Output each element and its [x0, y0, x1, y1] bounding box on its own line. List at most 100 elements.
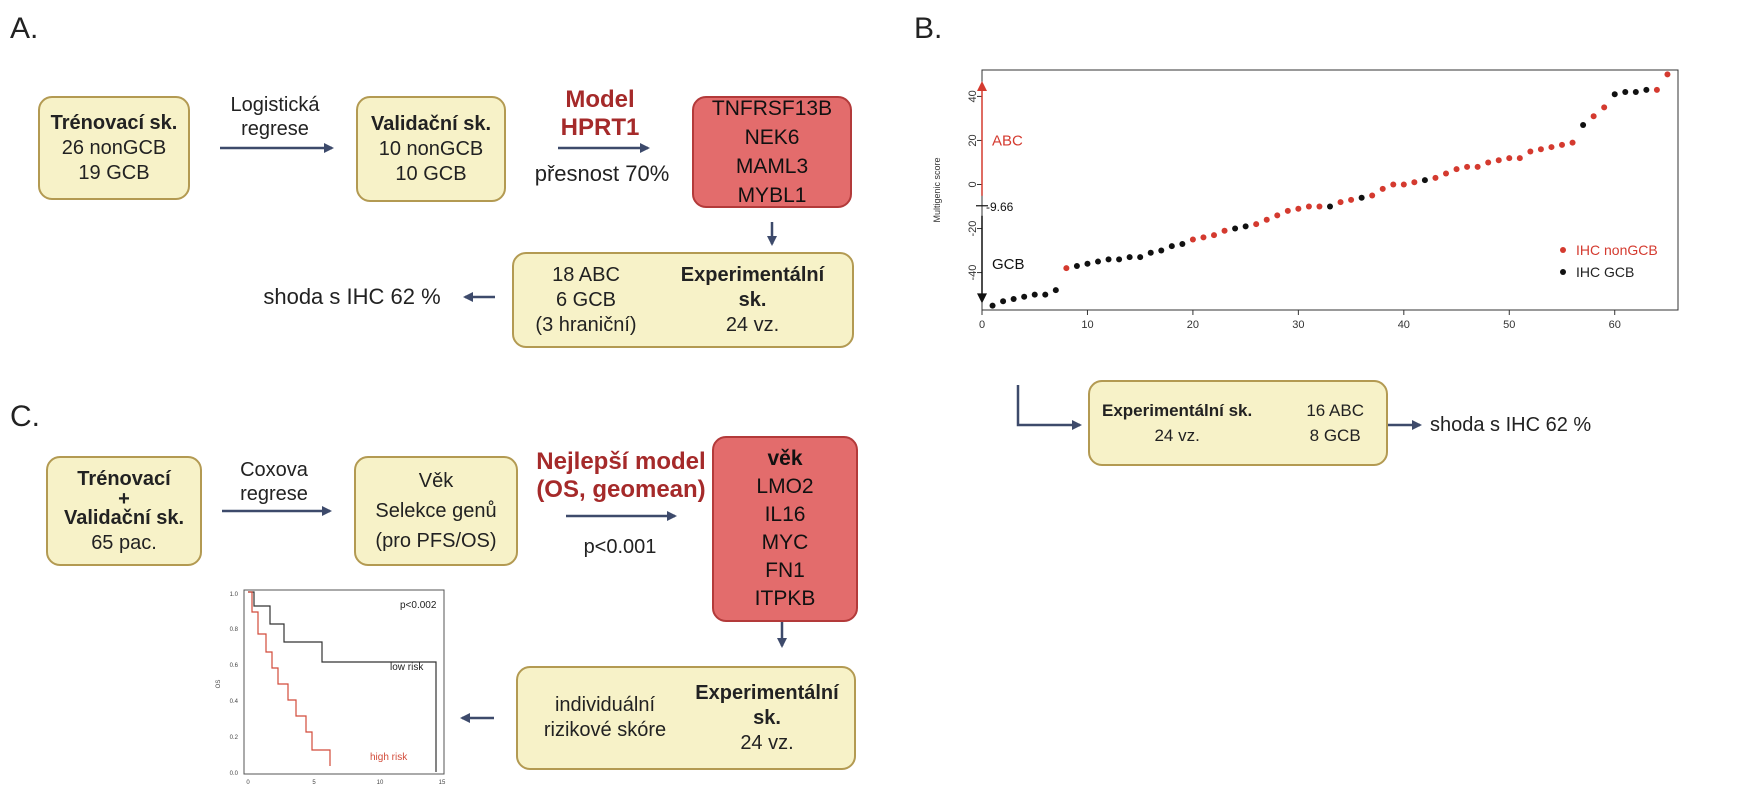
km-pvalue: p<0.002: [400, 600, 437, 611]
data-point: [1253, 221, 1260, 228]
experimental-set-count: 24 vz.: [725, 313, 780, 336]
variable-itpkb: ITPKB: [754, 587, 816, 610]
km-low-risk-curve: [248, 591, 437, 772]
c-selection-box: Věk Selekce genů (pro PFS/OS): [354, 456, 518, 566]
km-ytick: 0.6: [230, 663, 239, 669]
data-point: [1611, 91, 1618, 98]
data-point: [1337, 199, 1344, 206]
data-point: [1042, 291, 1049, 298]
b-experimental-count: 24 vz.: [1154, 426, 1200, 445]
km-xtick: 0: [246, 780, 250, 786]
data-point: [1189, 236, 1196, 243]
borderline-count: (3 hraniční): [535, 313, 637, 336]
data-point: [1369, 192, 1376, 199]
data-point: [1084, 260, 1091, 267]
gene-1: TNFRSF13B: [711, 97, 833, 120]
data-point: [1559, 141, 1565, 148]
validation-gcb-count: 10 GCB: [395, 162, 467, 185]
b-experimental-title: Experimentální sk.: [1102, 401, 1253, 420]
data-point: [1000, 298, 1007, 305]
data-point: [1443, 170, 1449, 177]
data-point: [1316, 203, 1323, 210]
data-point: [1421, 177, 1428, 184]
data-point: [1358, 194, 1365, 201]
data-point: [1464, 163, 1471, 170]
b-result-counts: 16 ABC 8 GCB: [1306, 398, 1364, 448]
data-point: [1622, 89, 1629, 96]
training-gcb-count: 19 GCB: [78, 161, 150, 184]
data-point: [1116, 256, 1123, 263]
km-high-risk-curve: [248, 591, 331, 766]
data-point: [1179, 240, 1186, 247]
variable-myc: MYC: [761, 531, 809, 554]
model-variables-box: věk LMO2 IL16 MYC FN1 ITPKB: [712, 436, 858, 622]
gcb-count: 6 GCB: [555, 288, 617, 311]
data-point: [1643, 86, 1650, 93]
data-point: [1105, 256, 1112, 263]
c-pfs-os: (pro PFS/OS): [375, 530, 497, 552]
x-tick-label: 50: [1503, 319, 1515, 331]
y-axis-label: Multigenic score: [932, 157, 942, 222]
km-xtick: 10: [377, 780, 384, 786]
c-patient-count: 65 pac.: [91, 531, 157, 554]
gcb-label: GCB: [992, 256, 1025, 273]
validation-set-box: Validační sk. 10 nonGCB 10 GCB: [356, 96, 506, 202]
y-tick-label: -20: [967, 221, 979, 237]
y-tick-label: 0: [967, 181, 979, 187]
data-point: [1137, 254, 1144, 261]
data-point: [1031, 291, 1038, 298]
km-ylabel: OS: [216, 680, 222, 689]
km-ytick: 0.0: [230, 771, 239, 777]
panel-c-label: C.: [10, 400, 40, 433]
best-model-title: Nejlepší model (OS, geomean): [536, 448, 706, 503]
data-point: [1601, 104, 1608, 111]
data-point: [1379, 185, 1386, 192]
data-point: [1263, 216, 1270, 223]
b-experimental-label: Experimentální sk. 24 vz.: [1102, 398, 1252, 448]
data-point: [1274, 212, 1281, 219]
km-high-risk-label: high risk: [370, 752, 408, 763]
x-tick-label: 10: [1081, 319, 1093, 331]
data-point: [1305, 203, 1312, 210]
experimental-set-label: Experimentální sk. 24 vz.: [665, 263, 840, 338]
data-point: [1232, 225, 1239, 232]
legend-marker: [1560, 269, 1566, 275]
c-gene-selection: Selekce genů: [375, 500, 497, 522]
variable-lmo2: LMO2: [756, 475, 814, 498]
data-point: [1632, 89, 1639, 96]
training-set-title: Trénovací sk.: [50, 111, 178, 134]
y-tick-label: -40: [967, 265, 979, 281]
abc-arrow-head: [977, 81, 987, 92]
c-training-validation-box: Trénovací + Validační sk. 65 pac.: [46, 456, 202, 566]
data-point: [1021, 293, 1028, 300]
legend-marker: [1560, 247, 1566, 253]
arrow-b1: [1016, 385, 1082, 430]
x-tick-label: 0: [979, 319, 985, 331]
data-point: [1432, 174, 1439, 181]
variable-age: věk: [767, 447, 803, 470]
gene-4: MYBL1: [737, 184, 807, 207]
data-point: [1073, 262, 1080, 269]
b-experimental-box: Experimentální sk. 24 vz. 16 ABC 8 GCB: [1088, 380, 1388, 466]
c-pvalue-label: p<0.001: [583, 536, 657, 558]
experimental-set-title: Experimentální sk.: [680, 263, 825, 311]
data-point: [1580, 122, 1587, 129]
km-ytick: 0.4: [230, 699, 239, 705]
data-point: [1221, 227, 1228, 234]
b-gcb-count: 8 GCB: [1309, 426, 1361, 445]
kaplan-meier-plot: 1.0 0.8 0.6 0.4 0.2 0.0 0 5 10 15 OS p<0…: [216, 589, 446, 786]
km-ytick: 0.8: [230, 627, 239, 633]
data-point: [1495, 157, 1502, 164]
data-point: [1010, 295, 1017, 302]
multigenic-score-scatter: 0 10 20 30 40 50 60 -40 -20 0 20 40 Multigenic score…: [932, 69, 1679, 331]
data-point: [1516, 155, 1523, 162]
data-point: [1126, 254, 1133, 261]
variable-il16: IL16: [764, 503, 806, 526]
ihc-agreement-a: shoda s IHC 62 %: [263, 284, 441, 309]
data-point: [1095, 258, 1101, 265]
data-point: [1527, 148, 1534, 155]
abc-label: ABC: [992, 132, 1023, 149]
data-point: [1147, 249, 1154, 256]
training-nongcb-count: 26 nonGCB: [61, 136, 167, 159]
km-xtick: 5: [312, 780, 316, 786]
